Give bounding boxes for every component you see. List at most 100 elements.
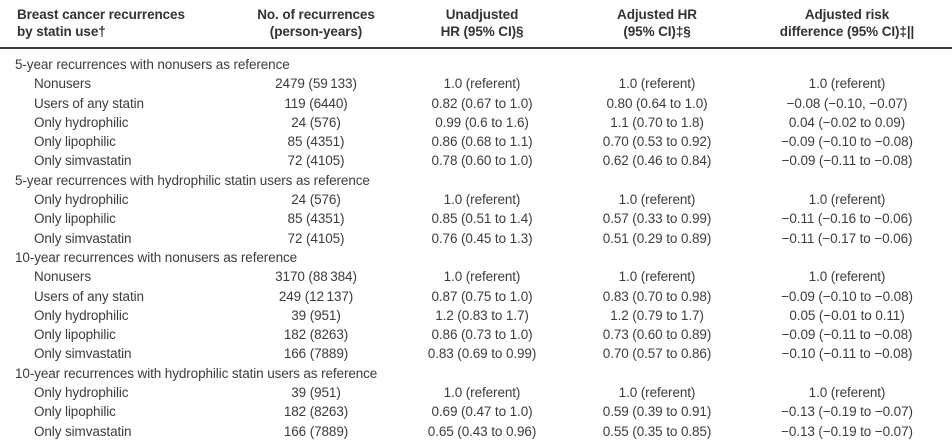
cell-risk-difference: 0.05 (−0.01 to 0.11): [789, 307, 905, 323]
cell-unadjusted-hr: 1.0 (referent): [443, 385, 521, 401]
cell-unadjusted-hr: 1.0 (referent): [443, 192, 521, 208]
cell-statin-group: Only hydrophilic: [34, 385, 129, 401]
cell-unadjusted-hr: 1.2 (0.83 to 1.7): [435, 307, 529, 323]
cell-recurrences: 182 (8263): [283, 327, 349, 343]
cell-recurrences: 39 (951): [291, 385, 341, 401]
cell-statin-group: Nonusers: [34, 269, 91, 285]
cell-recurrences: 3170 (88 384): [275, 269, 357, 285]
table-row: Only lipophilic 182 (8263) 0.86 (0.73 to 1…: [0, 325, 952, 344]
cell-adjusted-hr: 0.57 (0.33 to 0.99): [602, 211, 712, 227]
table-row: Only simvastatin 166 (7889) 0.83 (0.69 to …: [0, 344, 952, 363]
cell-adjusted-hr: 0.59 (0.39 to 0.91): [602, 404, 712, 420]
table-body: 5-year recurrences with nonusers as refe…: [0, 48, 952, 441]
cell-unadjusted-hr: 0.82 (0.67 to 1.0): [431, 95, 533, 111]
cell-risk-difference: 1.0 (referent): [808, 385, 886, 401]
cell-adjusted-hr: 1.2 (0.79 to 1.7): [610, 307, 704, 323]
section-row: 5-year recurrences with nonusers as refe…: [0, 48, 952, 74]
cell-adjusted-hr: 0.51 (0.29 to 0.89): [602, 230, 712, 246]
cell-statin-group: Only hydrophilic: [34, 192, 129, 208]
column-header-line: Unadjusted: [445, 7, 519, 22]
cell-risk-difference: −0.08 (−0.10, −0.07): [786, 95, 908, 111]
cell-risk-difference: 1.0 (referent): [808, 269, 886, 285]
section-row: 10-year recurrences with nonusers as ref…: [0, 248, 952, 267]
cell-recurrences: 72 (4105): [287, 153, 345, 169]
section-title: 10-year recurrences with nonusers as ref…: [15, 249, 298, 265]
cell-risk-difference: −0.11 (−0.16 to −0.06): [781, 211, 913, 227]
table-row: Users of any statin 249 (12 137) 0.87 (0.7…: [0, 287, 952, 306]
table-row: Only hydrophilic 39 (951) 1.2 (0.83 to 1.7…: [0, 306, 952, 325]
cell-statin-group: Only lipophilic: [34, 327, 116, 343]
column-header-risk-difference: Adjusted risk difference (95% CI)‡||: [742, 4, 952, 49]
cell-unadjusted-hr: 0.86 (0.73 to 1.0): [431, 327, 533, 343]
cell-statin-group: Only hydrophilic: [34, 307, 129, 323]
cell-adjusted-hr: 0.80 (0.64 to 1.0): [606, 95, 708, 111]
cell-statin-group: Only lipophilic: [34, 211, 116, 227]
cell-recurrences: 119 (6440): [284, 95, 348, 111]
cell-adjusted-hr: 1.0 (referent): [618, 269, 696, 285]
cell-unadjusted-hr: 0.65 (0.43 to 0.96): [427, 423, 537, 439]
table-row: Only hydrophilic 24 (576) 0.99 (0.6 to 1.6…: [0, 113, 952, 132]
cell-statin-group: Nonusers: [34, 76, 91, 92]
column-header-line: (95% CI)‡§: [623, 24, 691, 39]
column-header-line: (person-years): [269, 24, 363, 39]
cell-unadjusted-hr: 0.85 (0.51 to 1.4): [431, 211, 533, 227]
cell-recurrences: 166 (7889): [283, 423, 349, 439]
column-header-line: difference (95% CI)‡||: [779, 24, 915, 39]
header-row: Breast cancer recurrences by statin use†…: [0, 4, 952, 49]
cell-risk-difference: −0.11 (−0.17 to −0.06): [781, 230, 913, 246]
section-row: 10-year recurrences with hydrophilic sta…: [0, 364, 952, 383]
cell-statin-group: Only simvastatin: [34, 153, 132, 169]
column-header-line: Adjusted HR: [617, 7, 697, 22]
cell-statin-group: Users of any statin: [34, 288, 144, 304]
column-header-line: Adjusted risk: [804, 7, 890, 22]
table-row: Nonusers 3170 (88 384) 1.0 (referent) 1.0 (…: [0, 267, 952, 286]
cell-unadjusted-hr: 0.76 (0.45 to 1.3): [431, 230, 533, 246]
cell-risk-difference: −0.09 (−0.10 to −0.08): [781, 134, 913, 150]
cell-adjusted-hr: 1.0 (referent): [618, 192, 696, 208]
cell-adjusted-hr: 1.1 (0.70 to 1.8): [610, 114, 704, 130]
column-header-unadjusted-hr: Unadjusted HR (95% CI)§: [392, 4, 572, 49]
table-row: Only simvastatin 72 (4105) 0.78 (0.60 to 1…: [0, 151, 952, 170]
cell-recurrences: 166 (7889): [283, 346, 349, 362]
column-header-line: No. of recurrences: [257, 7, 375, 22]
cell-unadjusted-hr: 1.0 (referent): [443, 76, 521, 92]
section-title: 10-year recurrences with hydrophilic sta…: [15, 365, 378, 381]
cell-risk-difference: −0.10 (−0.11 to −0.08): [781, 346, 913, 362]
cell-recurrences: 182 (8263): [283, 404, 349, 420]
cell-risk-difference: −0.09 (−0.10 to −0.08): [781, 288, 913, 304]
table-header: Breast cancer recurrences by statin use†…: [0, 4, 952, 49]
cell-adjusted-hr: 0.73 (0.60 to 0.89): [602, 327, 712, 343]
table-row: Only simvastatin 166 (7889) 0.65 (0.43 to …: [0, 422, 952, 441]
cell-recurrences: 85 (4351): [287, 134, 345, 150]
cell-statin-group: Only lipophilic: [34, 134, 116, 150]
cell-recurrences: 249 (12 137): [278, 288, 354, 304]
cell-recurrences: 39 (951): [291, 307, 341, 323]
cell-adjusted-hr: 0.70 (0.57 to 0.86): [602, 346, 712, 362]
recurrence-table: Breast cancer recurrences by statin use†…: [0, 4, 952, 441]
column-header-line: Breast cancer recurrences: [17, 7, 185, 22]
cell-statin-group: Only simvastatin: [34, 346, 132, 362]
section-row: 5-year recurrences with hydrophilic stat…: [0, 171, 952, 190]
table-row: Only lipophilic 85 (4351) 0.85 (0.51 to 1.…: [0, 209, 952, 228]
cell-statin-group: Only hydrophilic: [34, 114, 129, 130]
cell-risk-difference: 0.04 (−0.02 to 0.09): [788, 114, 906, 130]
cell-risk-difference: −0.09 (−0.11 to −0.08): [781, 153, 913, 169]
cell-adjusted-hr: 0.83 (0.70 to 0.98): [602, 288, 712, 304]
cell-risk-difference: −0.13 (−0.19 to −0.07): [781, 423, 913, 439]
cell-statin-group: Only simvastatin: [34, 423, 132, 439]
cell-risk-difference: 1.0 (referent): [808, 192, 886, 208]
cell-unadjusted-hr: 0.86 (0.68 to 1.1): [431, 134, 533, 150]
cell-recurrences: 24 (576): [291, 192, 341, 208]
section-title: 5-year recurrences with nonusers as refe…: [15, 57, 290, 72]
cell-adjusted-hr: 0.70 (0.53 to 0.92): [602, 134, 712, 150]
column-header-line: HR (95% CI)§: [440, 24, 524, 39]
table-row: Users of any statin 119 (6440) 0.82 (0.67 …: [0, 94, 952, 113]
table-row: Only hydrophilic 39 (951) 1.0 (referent) 1.…: [0, 383, 952, 402]
cell-statin-group: Only lipophilic: [34, 404, 116, 420]
cell-recurrences: 2479 (59 133): [275, 76, 357, 92]
cell-unadjusted-hr: 0.87 (0.75 to 1.0): [431, 288, 533, 304]
cell-risk-difference: 1.0 (referent): [808, 76, 886, 92]
cell-recurrences: 85 (4351): [287, 211, 345, 227]
column-header-adjusted-hr: Adjusted HR (95% CI)‡§: [572, 4, 742, 49]
table-row: Nonusers 2479 (59 133) 1.0 (referent) 1.0 (…: [0, 74, 952, 93]
